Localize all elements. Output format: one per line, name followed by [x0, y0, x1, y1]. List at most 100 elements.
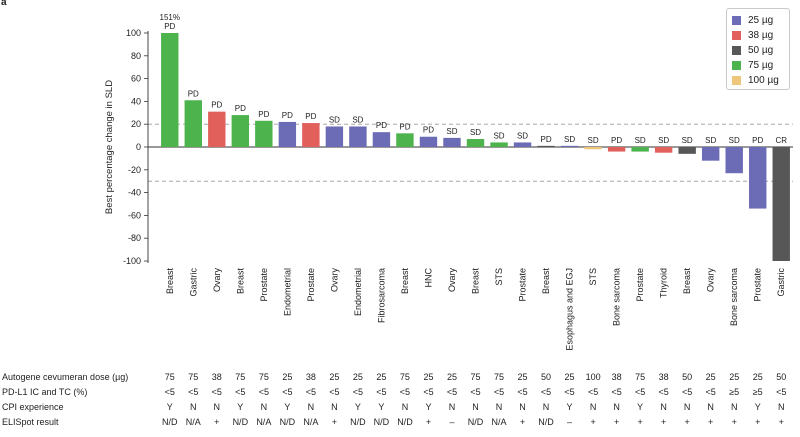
y-tick-label: 100 — [126, 28, 141, 38]
response-label: SD — [682, 136, 693, 145]
table-cell: + — [214, 417, 220, 427]
response-label: PD — [164, 22, 175, 31]
category-label: Fibrosarcoma — [376, 268, 386, 323]
table-cell: <5 — [587, 387, 599, 397]
category-label: Ovary — [447, 268, 457, 293]
response-label: PD — [611, 136, 622, 145]
category-label: Prostate — [518, 268, 528, 302]
category-label: Gastric — [188, 268, 198, 297]
legend-entry: 38 µg — [732, 28, 789, 43]
table-cell: N — [589, 402, 597, 412]
table-cell: N — [260, 402, 268, 412]
table-cell: <5 — [540, 387, 552, 397]
table-cell: N — [331, 402, 338, 412]
table-cell: <5 — [329, 387, 340, 397]
bar — [654, 147, 673, 153]
table-cell: <5 — [564, 387, 575, 397]
category-label: Prostate — [753, 268, 763, 302]
bar — [255, 120, 273, 147]
legend-label: 25 µg — [748, 15, 774, 26]
table-cell: N — [542, 402, 550, 412]
table-cell: <5 — [634, 387, 646, 397]
table-cell: N/A — [303, 417, 319, 427]
table-cell: – — [567, 417, 573, 427]
table-cell: N — [519, 402, 526, 412]
bar — [513, 142, 532, 147]
bar — [184, 100, 202, 147]
table-cell: <5 — [493, 387, 505, 397]
table-cell: + — [755, 417, 761, 427]
response-label: SD — [352, 115, 363, 124]
panel-label: a — [1, 0, 7, 8]
legend-swatch — [732, 76, 741, 85]
table-cell: N/A — [256, 417, 272, 427]
table-cell: 50 — [541, 372, 552, 382]
category-label: Breast — [165, 268, 175, 295]
bar — [443, 137, 461, 147]
table-cell: <5 — [399, 387, 411, 397]
category-label: Bone sarcoma — [612, 268, 622, 326]
table-cell: + — [661, 417, 667, 427]
table-cell: <5 — [376, 387, 387, 397]
response-label: PD — [540, 135, 551, 144]
y-tick-label: -100 — [123, 256, 141, 266]
table-cell: <5 — [446, 387, 458, 397]
table-row-label: Autogene cevumeran dose (µg) — [2, 372, 129, 382]
response-label: PD — [305, 112, 316, 121]
bar — [396, 133, 414, 147]
top-annotation: 151% — [160, 13, 180, 22]
table-row: CPI experience Y N N Y N Y N N Y Y N Y N N N N N Y N N Y N N N N Y… — [0, 402, 800, 416]
response-label: PD — [399, 122, 410, 131]
table-cell: ≥5 — [729, 387, 740, 397]
legend-entry: 100 µg — [732, 73, 789, 88]
bar — [419, 136, 438, 147]
table-cell: <5 — [705, 387, 716, 397]
category-label: Thyroid — [659, 268, 669, 298]
table-cell: 50 — [776, 372, 787, 382]
table-cell: + — [590, 417, 596, 427]
table-cell: 50 — [682, 372, 693, 382]
bar — [325, 126, 344, 147]
legend-entry: 50 µg — [732, 43, 789, 58]
category-label: Esophagus and EGJ — [565, 268, 575, 351]
table-cell: + — [519, 417, 526, 427]
bar — [584, 147, 602, 150]
table-cell: <5 — [305, 387, 316, 397]
category-label: Ovary — [212, 268, 222, 293]
table-cell: – — [449, 417, 455, 427]
table-cell: 25 — [752, 372, 763, 382]
response-label: PD — [235, 104, 246, 113]
bar — [537, 145, 555, 147]
table-cell: N — [190, 402, 197, 412]
response-label: SD — [705, 136, 716, 145]
table-cell: Y — [754, 402, 761, 412]
table-cell: N/D — [232, 417, 249, 427]
table-cell: 75 — [494, 372, 505, 382]
y-tick-label: 60 — [131, 74, 141, 84]
category-label: Prostate — [635, 268, 645, 302]
category-label: Breast — [682, 268, 692, 295]
bar — [607, 147, 626, 152]
category-label: Endometrial — [353, 268, 363, 316]
y-tick-label: -20 — [128, 165, 141, 175]
table-cell: N/D — [279, 417, 296, 427]
table-cell: 75 — [188, 372, 199, 382]
table-cell: N/D — [397, 417, 413, 427]
table-cell: 75 — [470, 372, 481, 382]
table-cell: <5 — [776, 387, 787, 397]
bar — [490, 142, 508, 147]
response-label: SD — [446, 127, 457, 136]
legend-label: 38 µg — [748, 30, 774, 41]
table-cell: 100 — [585, 372, 601, 382]
table-cell: 38 — [611, 372, 622, 382]
bar — [231, 115, 250, 147]
bar — [631, 147, 649, 152]
category-label: Prostate — [259, 268, 269, 302]
table-cell: 75 — [258, 372, 269, 382]
category-label: Breast — [471, 268, 481, 295]
response-label: PD — [282, 111, 293, 120]
response-label: SD — [329, 115, 340, 124]
table-row: PD-L1 IC and TC (%) <5 <5 <5 <5 <5 <5 <5 <5 <5 <5 <… — [0, 387, 800, 401]
table-cell: 75 — [399, 372, 410, 382]
table-cell: N — [613, 402, 620, 412]
